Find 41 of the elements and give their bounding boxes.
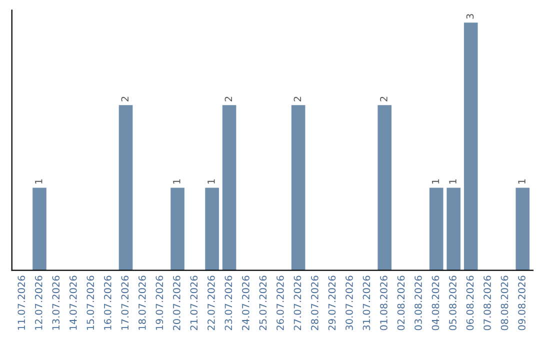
x-tick-label: 29.07.2026	[328, 276, 336, 330]
x-tick-label: 21.07.2026	[190, 276, 198, 330]
x-tick-label: 20.07.2026	[172, 276, 180, 330]
data-label: 1	[449, 179, 456, 184]
data-label: 1	[35, 179, 42, 184]
data-label: 1	[518, 179, 526, 184]
x-tick-label: 18.07.2026	[138, 276, 146, 330]
data-label: 1	[208, 179, 215, 184]
x-tick-label: 07.08.2026	[484, 276, 491, 330]
x-tick-label: 15.07.2026	[86, 276, 94, 330]
x-tick-label: 28.07.2026	[311, 276, 318, 330]
x-tick-label: 02.08.2026	[397, 276, 405, 330]
x-tick-label: 06.08.2026	[466, 276, 474, 330]
x-tick-label: 05.08.2026	[449, 276, 456, 330]
x-tick-label: 16.07.2026	[104, 276, 112, 330]
data-label: 2	[294, 96, 301, 102]
data-label: 2	[121, 96, 128, 102]
x-tick-label: 11.07.2026	[18, 276, 26, 330]
x-tick-label: 09.08.2026	[518, 276, 526, 330]
x-tick-label: 26.07.2026	[276, 276, 284, 330]
x-tick-label: 24.07.2026	[242, 276, 250, 330]
x-tick-label: 19.07.2026	[156, 276, 164, 330]
x-tick-label: 14.07.2026	[69, 276, 77, 330]
x-tick-label: 31.07.2026	[362, 276, 370, 330]
x-tick-label: 12.07.2026	[34, 276, 42, 330]
x-tick-label: 30.07.2026	[346, 276, 353, 330]
data-label: 2	[224, 96, 232, 102]
x-tick-label: 04.08.2026	[432, 276, 440, 330]
x-tick-label: 08.08.2026	[500, 276, 508, 330]
data-label: 1	[432, 179, 440, 184]
data-label: 3	[466, 14, 474, 19]
x-tick-label: 13.07.2026	[52, 276, 60, 330]
x-tick-label: 22.07.2026	[208, 276, 215, 330]
x-tick-label: 03.08.2026	[414, 276, 422, 330]
data-label: 1	[173, 179, 180, 184]
x-tick-label: 01.08.2026	[380, 276, 388, 330]
x-tick-label: 23.07.2026	[224, 276, 232, 330]
x-tick-label: 25.07.2026	[259, 276, 267, 330]
x-tick-label: 27.07.2026	[294, 276, 302, 330]
x-tick-label: 17.07.2026	[121, 276, 129, 330]
data-label: 2	[380, 96, 388, 102]
